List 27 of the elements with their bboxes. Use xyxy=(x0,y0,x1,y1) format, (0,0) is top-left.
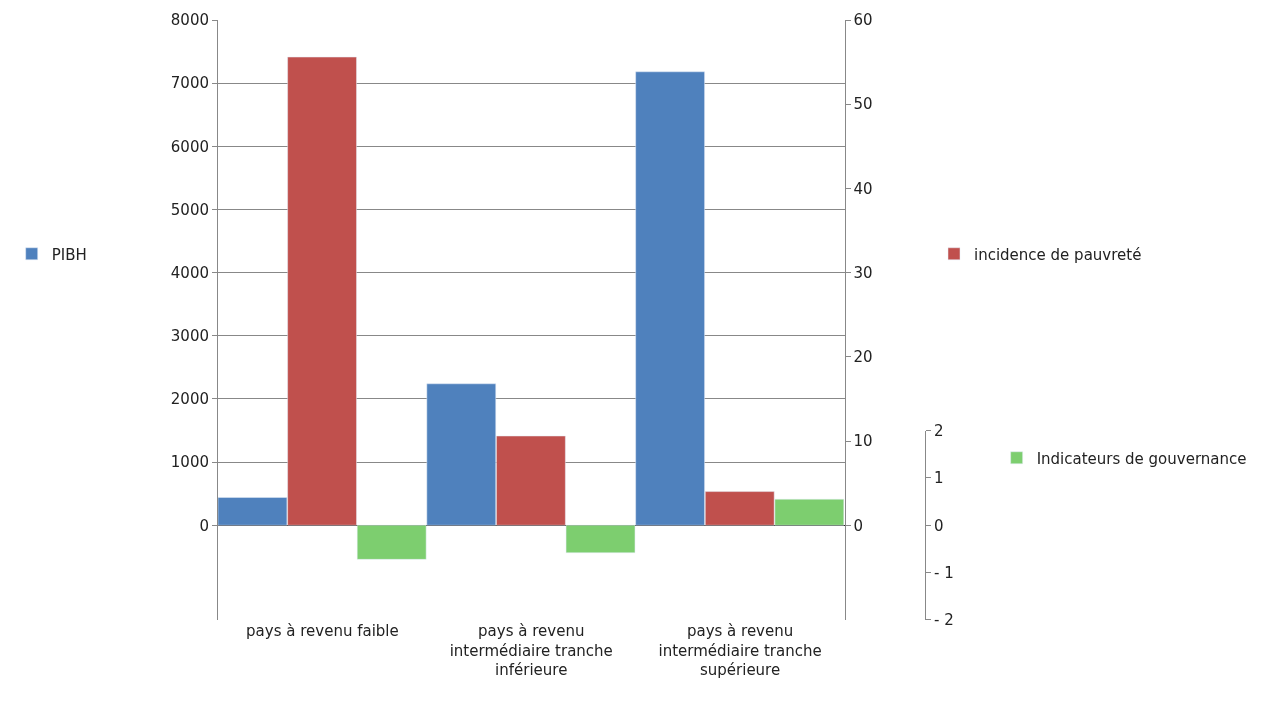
y3-tick-label: 2 xyxy=(934,421,944,440)
y2-tick-label: 40 xyxy=(853,179,873,198)
y-tick-label: 5000 xyxy=(170,200,209,219)
x-tick-label: pays à revenu intermédiaire tranche inférieure xyxy=(449,622,613,679)
y-tick-label: 4000 xyxy=(170,263,209,282)
y2-tick-label: 20 xyxy=(853,348,873,367)
y2-tick-label: 10 xyxy=(853,432,873,451)
legend-label: Indicateurs de gouvernance xyxy=(1036,449,1247,468)
y-tick-label: 0 xyxy=(199,516,209,535)
y2-tick-label: 50 xyxy=(853,95,873,114)
y-tick-label: 2000 xyxy=(170,390,209,409)
legend-label: PIBH xyxy=(51,245,87,264)
y-tick-label: 6000 xyxy=(170,137,209,156)
x-tick-label: pays à revenu intermédiaire tranche supérieure xyxy=(658,622,822,679)
y-tick-label: 1000 xyxy=(170,453,209,472)
y-tick-label: 8000 xyxy=(170,11,209,30)
y2-tick-label: 0 xyxy=(853,516,864,535)
legend-label: incidence de pauvreté xyxy=(974,245,1142,264)
y3-tick-label: 0 xyxy=(934,516,944,535)
x-tick-label: pays à revenu faible xyxy=(246,622,399,640)
y2-tick-label: 60 xyxy=(853,11,873,30)
y3-tick-label: 1 xyxy=(934,469,944,488)
y-tick-label: 3000 xyxy=(170,327,209,346)
y2-tick-label: 30 xyxy=(853,263,873,282)
y3-tick-label: - 2 xyxy=(934,611,954,630)
y3-tick-label: - 1 xyxy=(934,563,954,582)
y-tick-label: 7000 xyxy=(170,74,209,93)
